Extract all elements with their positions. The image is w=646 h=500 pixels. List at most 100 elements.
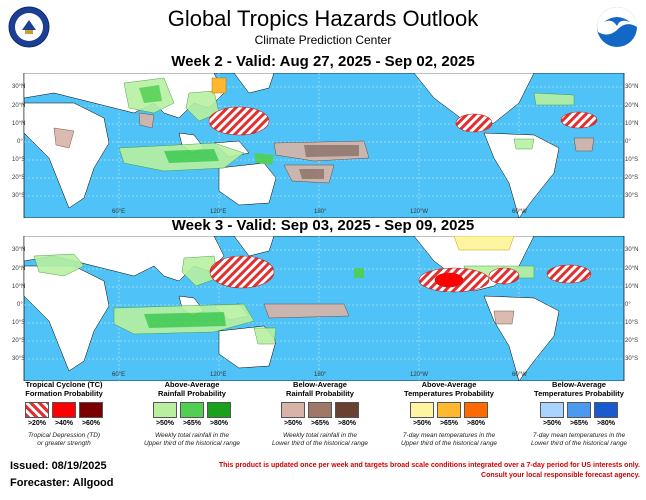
legend-title: Temperatures Probability	[534, 389, 624, 398]
lat-label: 10°S	[12, 320, 26, 326]
tc-swatch-20	[25, 402, 49, 418]
lat-label: 10°N	[625, 284, 639, 290]
legend-note-line: 7-day mean temperatures in the	[532, 432, 626, 439]
lat-label: 0°	[17, 302, 23, 308]
week2-map: 30°N 20°N 10°N 0° 10°S 20°S 30°S 30°N 20…	[12, 72, 638, 219]
lon-label: 60°W	[512, 209, 527, 215]
below-rain-swatch-50	[281, 402, 305, 418]
lat-label: 30°S	[12, 356, 26, 362]
forecaster-name: Forecaster: Allgood	[10, 477, 114, 489]
legend-below-temp: Below-Average Temperatures Probability >…	[514, 380, 644, 448]
swatch-label: >80%	[466, 420, 486, 427]
legend-above-rain: Above-Average Rainfall Probability >50% …	[128, 380, 256, 448]
lon-label: 120°E	[210, 209, 227, 215]
lat-label: 0°	[625, 302, 631, 308]
lat-label: 20°N	[625, 266, 639, 272]
swatch-label: >65%	[439, 420, 459, 427]
tc-swatch-40	[52, 402, 76, 418]
legend-above-temp: Above-Average Temperatures Probability >…	[384, 380, 514, 448]
lon-label: 120°W	[410, 372, 429, 378]
swatch-label: >80%	[596, 420, 616, 427]
lat-label: 20°S	[12, 175, 26, 181]
legend-tc: Tropical Cyclone (TC) Formation Probabil…	[0, 380, 128, 448]
legend-below-rain: Below-Average Rainfall Probability >50% …	[256, 380, 384, 448]
page-subtitle: Climate Prediction Center	[254, 33, 392, 47]
lat-label: 10°S	[12, 157, 26, 163]
below-temp-swatch-50	[540, 402, 564, 418]
lon-label: 180°	[314, 209, 327, 215]
swatch-label: >50%	[542, 420, 562, 427]
above-temp-swatch-80	[464, 402, 488, 418]
legend-title: Rainfall Probability	[286, 389, 354, 398]
lat-label: 20°S	[625, 175, 639, 181]
lat-label: 30°N	[12, 247, 26, 253]
week3-title: Week 3 - Valid: Sep 03, 2025 - Sep 09, 2…	[171, 217, 475, 234]
swatch-label: >80%	[337, 420, 357, 427]
legend-note-line: 7-day mean temperatures in the	[402, 432, 496, 439]
swatch-label: >65%	[182, 420, 202, 427]
legend-title: Temperatures Probability	[404, 389, 494, 398]
week3-map: 30°N 20°N 10°N 0° 10°S 20°S 30°S 30°N 20…	[12, 235, 638, 382]
lat-label: 20°S	[625, 338, 639, 344]
legend-note: 7-day mean temperatures in the Lower thi…	[514, 432, 644, 448]
lat-label: 30°N	[625, 84, 639, 90]
below-rain-swatch-80	[335, 402, 359, 418]
below-temp-swatch-65	[567, 402, 591, 418]
disclaimer-line: This product is updated once per week an…	[218, 462, 640, 469]
swatch-label: >20%	[27, 420, 47, 427]
below-rain-swatch-65	[308, 402, 332, 418]
legend-title: Above-Average	[421, 380, 477, 389]
legend-note-line: Weekly total rainfall in the	[283, 432, 357, 439]
lat-label: 0°	[625, 139, 631, 145]
legend-note-line: Upper third of the historical range	[143, 440, 241, 447]
disclaimer-line: Consult your local responsible forecast …	[481, 472, 640, 479]
legend-note-line: Tropical Depression (TD)	[27, 432, 101, 439]
lon-label: 60°E	[112, 372, 126, 378]
page-title: Global Tropics Hazards Outlook	[167, 6, 479, 31]
swatch-label: >60%	[81, 420, 101, 427]
legend-title: Rainfall Probability	[158, 389, 226, 398]
legend-note-line: or greater strength	[37, 440, 91, 447]
lat-label: 20°S	[12, 338, 26, 344]
lon-label: 180°	[314, 372, 327, 378]
legend-note-line: Lower third of the historical range	[530, 440, 628, 447]
lat-label: 30°S	[625, 356, 639, 362]
lon-label: 120°W	[410, 209, 429, 215]
doc-seal-icon	[8, 6, 50, 48]
legend-note: Weekly total rainfall in the Lower third…	[256, 432, 384, 448]
lat-label: 10°S	[625, 320, 639, 326]
lon-label: 60°W	[512, 372, 527, 378]
lat-label: 30°N	[625, 247, 639, 253]
lat-label: 30°S	[12, 193, 26, 199]
lat-label: 10°N	[625, 121, 639, 127]
lat-label: 10°N	[12, 121, 26, 127]
noaa-logo-icon	[596, 6, 638, 48]
disclaimer: This product is updated once per week an…	[190, 461, 640, 481]
issued-date: Issued: 08/19/2025	[10, 460, 107, 472]
legend-title: Above-Average	[164, 380, 220, 389]
lat-label: 30°S	[625, 193, 639, 199]
above-rain-swatch-50	[153, 402, 177, 418]
legend-note: 7-day mean temperatures in the Upper thi…	[384, 432, 514, 448]
lat-label: 20°N	[625, 103, 639, 109]
tc-swatch-60	[79, 402, 103, 418]
swatch-label: >65%	[569, 420, 589, 427]
above-rain-swatch-80	[207, 402, 231, 418]
above-temp-swatch-65	[437, 402, 461, 418]
lat-label: 20°N	[12, 103, 26, 109]
swatch-label: >80%	[209, 420, 229, 427]
below-temp-swatch-80	[594, 402, 618, 418]
legend-note: Tropical Depression (TD) or greater stre…	[0, 432, 128, 448]
legend-note-line: Upper third of the historical range	[400, 440, 498, 447]
legend-note-line: Weekly total rainfall in the	[155, 432, 229, 439]
above-rain-swatch-65	[180, 402, 204, 418]
above-temp-swatch-50	[410, 402, 434, 418]
swatch-label: >50%	[283, 420, 303, 427]
lat-label: 0°	[17, 139, 23, 145]
legend-title: Tropical Cyclone (TC)	[25, 380, 103, 389]
week2-title: Week 2 - Valid: Aug 27, 2025 - Sep 02, 2…	[171, 53, 475, 70]
lat-label: 10°N	[12, 284, 26, 290]
swatch-label: >65%	[310, 420, 330, 427]
legend-title: Formation Probability	[25, 389, 103, 398]
lon-label: 120°E	[210, 372, 227, 378]
